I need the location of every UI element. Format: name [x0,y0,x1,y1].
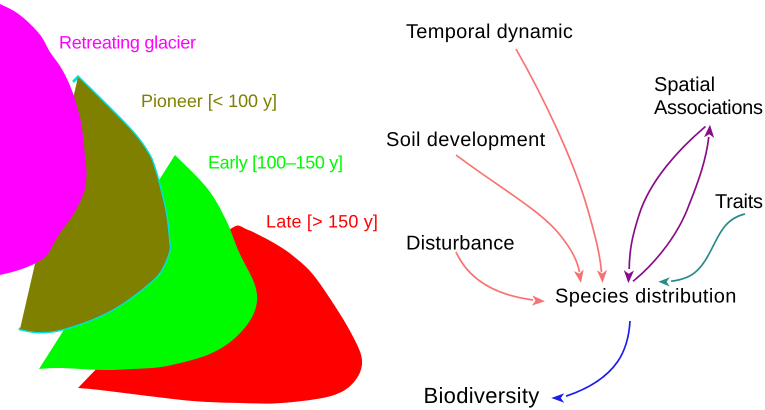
svg-text:Biodiversity: Biodiversity [424,383,540,408]
svg-text:Pioneer [< 100 y]: Pioneer [< 100 y] [141,91,277,111]
svg-text:Associations: Associations [654,97,763,119]
svg-text:Late [> 150 y]: Late [> 150 y] [266,212,378,232]
svg-text:Soil development: Soil development [386,129,546,151]
svg-text:Spatial: Spatial [654,74,715,96]
svg-text:Retreating glacier: Retreating glacier [59,33,196,53]
svg-text:Traits: Traits [715,191,763,213]
svg-text:Species distribution: Species distribution [555,286,737,308]
svg-text:Disturbance: Disturbance [406,232,515,254]
svg-text:Temporal dynamic: Temporal dynamic [406,21,573,43]
svg-text:Early [100–150 y]: Early [100–150 y] [208,153,343,173]
